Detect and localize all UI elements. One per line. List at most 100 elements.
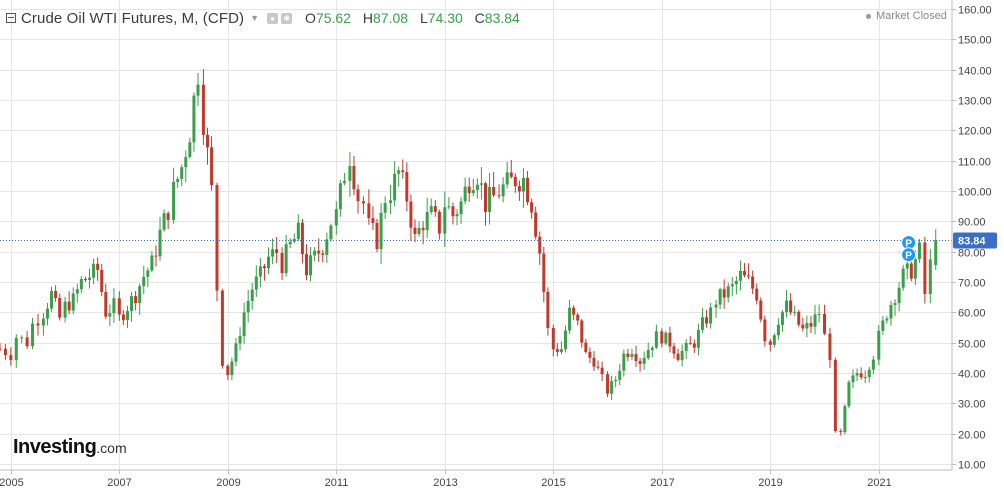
candle-body [859, 373, 863, 378]
logo-suffix: .com [96, 440, 127, 456]
candle-body [817, 314, 821, 316]
candle-body [130, 296, 134, 312]
candle-body [210, 147, 214, 186]
p-marker[interactable] [901, 247, 917, 263]
candle-body [41, 318, 45, 326]
candle-body [250, 289, 254, 301]
candle-body [696, 329, 700, 348]
candle-body [797, 311, 801, 325]
candle-body [692, 343, 696, 348]
candle-body [300, 222, 304, 255]
candle-body [847, 382, 851, 407]
settings-icon[interactable]: ✱ [281, 12, 293, 24]
candle-body [572, 307, 576, 315]
candle-body [526, 177, 530, 203]
candle-body [296, 222, 300, 239]
chart-header: Crude Oil WTI Futures, M, (CFD) ▼ ● ✱ O7… [6, 8, 528, 28]
eye-icon[interactable]: ● [267, 12, 279, 24]
x-tick-label: 2017 [650, 477, 674, 489]
x-tick-label: 2005 [0, 477, 24, 489]
candle-body [192, 95, 196, 143]
candle-body [521, 177, 525, 192]
candle-body [823, 314, 827, 334]
candle-body [401, 170, 405, 173]
candle-body [501, 184, 505, 197]
candle-body [530, 202, 534, 213]
candle-body [342, 180, 346, 184]
candle-body [654, 331, 658, 348]
candle-body [638, 361, 642, 364]
candle-body [709, 307, 713, 324]
candle-body [923, 242, 927, 294]
candle-body [246, 300, 250, 313]
candle-body [660, 331, 664, 344]
candle-body [738, 271, 742, 281]
candle-body [180, 167, 184, 180]
candle-body [429, 206, 433, 213]
candle-body [867, 369, 871, 377]
candle-body [134, 296, 138, 304]
candle-body [25, 337, 29, 347]
candle-body [451, 206, 455, 217]
x-axis[interactable]: 2005 2007 2009 2011 2013 2015 2017 2019 2021 [0, 469, 952, 489]
y-tick-label: 100.00 [958, 187, 992, 199]
candle-body [242, 312, 246, 337]
candle-body [226, 365, 230, 376]
candle-body [759, 300, 763, 320]
x-tick-label: 2019 [758, 477, 782, 489]
candle-body [893, 303, 897, 305]
candle-body [262, 266, 266, 269]
candle-body [780, 312, 784, 325]
candle-body [564, 330, 568, 350]
p-marker-label: P [905, 251, 912, 262]
candle-body [459, 201, 463, 215]
x-tick-label: 2015 [541, 477, 565, 489]
candle-body [676, 353, 680, 360]
candle-body [352, 166, 356, 190]
candle-body [329, 225, 333, 240]
candle-body [789, 300, 793, 313]
candle-body [722, 289, 726, 298]
x-tick-label: 2021 [867, 477, 891, 489]
candle-body [471, 190, 475, 194]
y-tick-label: 120.00 [958, 126, 992, 138]
candle-body [188, 142, 192, 157]
candle-body [618, 370, 622, 380]
candle-body [280, 252, 284, 274]
y-axis[interactable]: 10.00 20.00 30.00 40.00 50.00 60.00 70.00 80.00… [951, 0, 992, 472]
candle-body [138, 286, 142, 304]
collapse-icon[interactable] [6, 13, 16, 23]
candle-body [672, 346, 676, 354]
candle-body [267, 256, 271, 269]
candle-body [680, 350, 684, 360]
candle-body [928, 259, 932, 294]
candles [0, 68, 938, 436]
x-tick-label: 2011 [325, 477, 349, 489]
candle-body [776, 324, 780, 336]
candle-body [505, 172, 509, 185]
candle-body [751, 276, 755, 289]
candle-body [718, 289, 722, 305]
candle-body [584, 342, 588, 352]
candle-body [851, 375, 855, 383]
candle-body [813, 314, 817, 327]
candle-body [176, 179, 180, 183]
candle-body [542, 253, 546, 292]
candle-body [437, 211, 441, 234]
candle-body [592, 357, 596, 367]
candle-body [447, 206, 451, 208]
candle-body [576, 314, 580, 321]
event-markers[interactable]: PP [901, 235, 917, 263]
candle-body [172, 182, 176, 220]
chevron-down-icon[interactable]: ▼ [250, 13, 260, 23]
candle-body [726, 286, 730, 298]
candle-body [288, 241, 292, 245]
candle-body [664, 332, 668, 344]
candle-body [714, 304, 718, 308]
candle-body [389, 200, 393, 204]
candle-body [855, 373, 859, 376]
candle-body [688, 342, 692, 344]
candle-body [393, 173, 397, 201]
candle-body [67, 301, 71, 311]
